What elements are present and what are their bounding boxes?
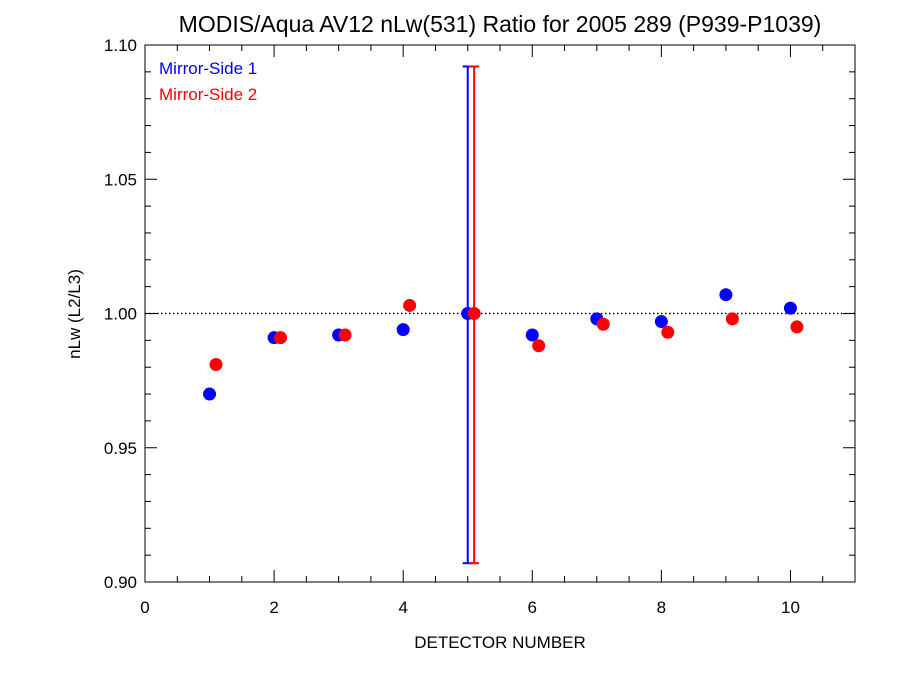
y-tick-label: 0.95: [104, 439, 137, 458]
data-point-series-2: [403, 298, 417, 312]
x-tick-label: 8: [657, 598, 666, 617]
data-point-series-2: [532, 339, 546, 353]
data-point-series-2: [661, 325, 675, 339]
plot-area: 0 2 4 6 8 10 0.90 0.95 1.00 1.05 1.10: [104, 36, 856, 617]
x-tick-label: 4: [398, 598, 407, 617]
data-point-series-2: [467, 307, 481, 320]
y-tick-label: 1.10: [104, 36, 137, 55]
y-tick-label: 1.05: [104, 170, 137, 189]
data-point-series-2: [209, 358, 223, 372]
data-point-series-2: [725, 312, 739, 326]
data-point-series-2: [274, 331, 288, 345]
y-tick-label: 0.90: [104, 573, 137, 592]
x-tick-label: 2: [269, 598, 278, 617]
legend-entry-1: Mirror-Side 1: [159, 59, 257, 78]
x-tick-label: 6: [528, 598, 537, 617]
data-point-series-1: [719, 288, 733, 302]
data-point-series-1: [654, 315, 668, 329]
chart-title: MODIS/Aqua AV12 nLw(531) Ratio for 2005 …: [179, 11, 822, 37]
x-axis-label: DETECTOR NUMBER: [414, 633, 586, 652]
data-point-series-1: [203, 387, 217, 401]
data-point-series-2: [596, 317, 610, 331]
x-tick-label: 10: [781, 598, 800, 617]
data-point-series-1: [783, 301, 797, 315]
legend: Mirror-Side 1 Mirror-Side 2: [159, 59, 257, 104]
data-point-series-1: [525, 328, 539, 342]
data-point-series-1: [396, 323, 410, 337]
data-point-series-2: [338, 328, 352, 342]
y-tick-label: 1.00: [104, 305, 137, 324]
legend-entry-2: Mirror-Side 2: [159, 85, 257, 104]
y-axis-label: nLw (L2/L3): [65, 269, 84, 359]
x-tick-label: 0: [140, 598, 149, 617]
data-point-series-2: [790, 320, 804, 334]
